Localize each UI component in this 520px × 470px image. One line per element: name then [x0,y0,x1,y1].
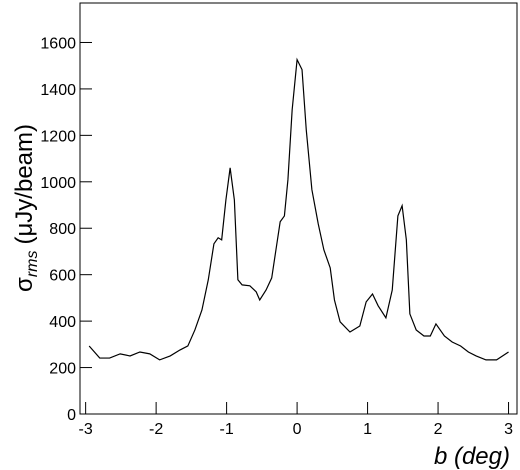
x-tick-label: 0 [293,421,302,438]
y-tick-label: 200 [49,361,76,378]
y-axis-label: σrms (μJy/beam) [11,124,41,292]
y-tick-label: 1600 [40,35,76,52]
x-axis-label: b (deg) [434,443,510,470]
y-tick-label: 1200 [40,128,76,145]
x-tick-label: 3 [504,421,513,438]
x-tick-label: -2 [149,421,163,438]
y-tick-label: 1400 [40,82,76,99]
y-label-unit: (μJy/beam) [11,124,38,245]
y-tick-label: 1000 [40,175,76,192]
data-line [88,57,509,361]
plot-frame [79,2,518,415]
y-label-symbol: σ [11,277,38,292]
x-tick-label: -3 [79,421,93,438]
y-tick-label: 600 [49,268,76,285]
x-tick-label: -1 [219,421,233,438]
y-label-subscript: rms [24,251,41,278]
y-tick-label: 0 [67,407,76,424]
x-tick-label: 2 [434,421,443,438]
y-tick-label: 800 [49,221,76,238]
x-tick-label: 1 [363,421,372,438]
y-tick-label: 400 [49,314,76,331]
